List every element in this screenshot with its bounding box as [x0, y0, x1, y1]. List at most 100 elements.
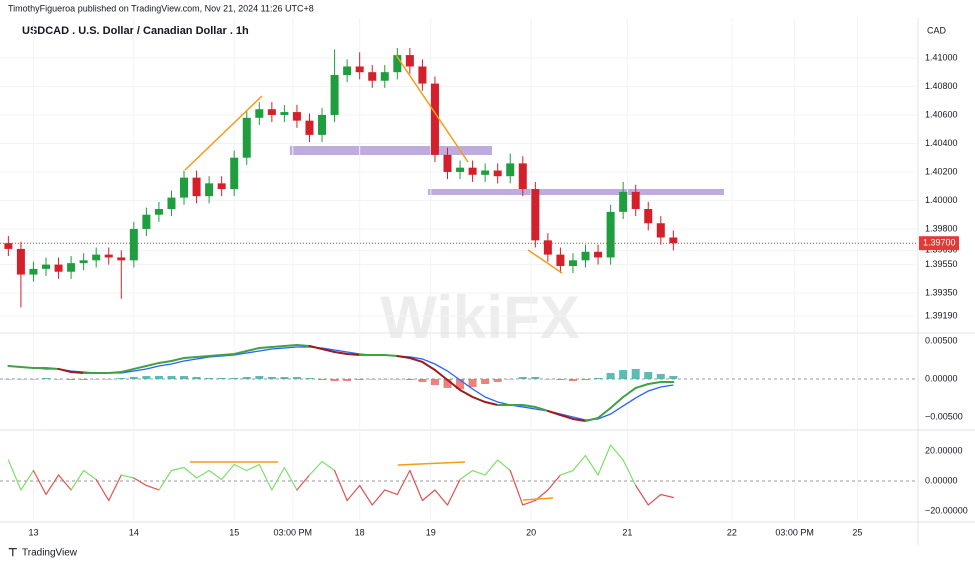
x-tick-label: 25	[852, 527, 862, 537]
candle-body	[16, 248, 25, 275]
histogram-bar	[380, 378, 389, 380]
indicator-line	[283, 466, 298, 491]
candle-body	[154, 209, 163, 215]
histogram-bar	[205, 378, 214, 379]
indicator-line	[258, 346, 273, 349]
histogram-bar	[292, 377, 301, 379]
histogram-bar	[594, 378, 603, 379]
indicator-line	[120, 474, 135, 479]
indicator-line	[421, 489, 436, 502]
candle-body	[129, 228, 138, 261]
candle-body	[656, 223, 665, 238]
indicator-line	[7, 459, 22, 491]
candle-body	[594, 251, 603, 258]
indicator-line	[484, 459, 499, 476]
x-tick-label: 15	[229, 527, 239, 537]
indicator-line	[421, 360, 436, 372]
indicator-line	[132, 365, 148, 370]
y-tick-label: 1.40800	[925, 81, 958, 91]
candle-body	[142, 214, 151, 229]
indicator-line	[584, 416, 600, 423]
indicator-line	[610, 444, 624, 461]
indicator-line	[647, 493, 662, 506]
histogram-bar	[430, 378, 439, 385]
x-tick-label: 14	[129, 527, 139, 537]
indicator-line	[572, 454, 587, 472]
y-tick-label: 1.40000	[925, 195, 958, 205]
histogram-bar	[456, 378, 465, 390]
candle-body	[506, 163, 515, 177]
candle-body	[242, 117, 251, 158]
candle-body	[543, 240, 552, 255]
histogram-bar	[531, 376, 540, 379]
histogram-bar	[117, 378, 126, 379]
x-tick-label: 20	[526, 527, 536, 537]
histogram-bar	[180, 376, 189, 379]
indicator-line	[220, 352, 236, 356]
indicator-line	[233, 463, 248, 472]
y-tick-label: −20.00000	[925, 505, 968, 515]
candle-body	[380, 72, 389, 81]
indicator-line	[434, 489, 449, 506]
histogram-bar	[255, 375, 264, 379]
histogram-bar	[355, 378, 364, 380]
histogram-bar	[104, 378, 113, 380]
histogram-bar	[280, 377, 289, 379]
histogram-bar	[129, 376, 138, 379]
indicator-line	[346, 352, 361, 356]
y-tick-label: 20.00000	[925, 445, 963, 455]
indicator-line	[396, 469, 411, 496]
indicator-line	[108, 474, 122, 502]
histogram-bar	[619, 370, 628, 379]
histogram-bar	[230, 378, 239, 379]
candle-body	[54, 264, 63, 272]
candle-body	[443, 154, 452, 172]
histogram-bar	[669, 375, 678, 379]
candle-body	[305, 120, 314, 135]
histogram-bar	[16, 378, 25, 380]
indicator-line	[246, 463, 260, 472]
indicator-line	[45, 474, 60, 496]
candle-body	[92, 254, 101, 261]
candle-body	[67, 263, 76, 272]
histogram-bar	[92, 378, 101, 380]
x-tick-label: 13	[28, 527, 38, 537]
candle-body	[29, 268, 38, 275]
histogram-bar	[192, 376, 201, 379]
histogram-bar	[568, 378, 577, 381]
indicator-line	[408, 357, 424, 363]
histogram-bar	[656, 373, 665, 379]
indicator-line	[459, 469, 474, 481]
indicator-line	[32, 469, 47, 496]
candle-body	[280, 112, 289, 115]
indicator-line	[459, 389, 474, 398]
indicator-line	[107, 371, 123, 374]
candle-body	[581, 251, 590, 261]
indicator-line	[359, 484, 373, 506]
indicator-line	[534, 405, 549, 412]
histogram-bar	[506, 378, 515, 380]
histogram-bar	[217, 378, 226, 379]
histogram-bar	[67, 378, 76, 380]
x-tick-label: 18	[355, 527, 365, 537]
trend-line	[395, 54, 469, 163]
y-tick-label: 1.40200	[925, 166, 958, 176]
candle-body	[267, 109, 276, 115]
indicator-line	[346, 484, 361, 502]
candle-body	[117, 257, 126, 261]
zone	[290, 146, 492, 155]
histogram-bar	[54, 378, 63, 380]
indicator-line	[19, 365, 35, 369]
indicator-line	[145, 361, 160, 367]
price-label: 1.39700	[923, 238, 956, 248]
indicator-line	[145, 484, 160, 491]
indicator-line	[296, 474, 311, 491]
trend-line	[397, 461, 466, 466]
indicator-line	[221, 463, 235, 481]
indicator-line	[634, 383, 650, 389]
histogram-bar	[543, 378, 552, 380]
indicator-line	[158, 469, 173, 491]
histogram-bar	[468, 378, 477, 387]
indicator-line	[271, 466, 285, 491]
indicator-line	[484, 401, 499, 406]
